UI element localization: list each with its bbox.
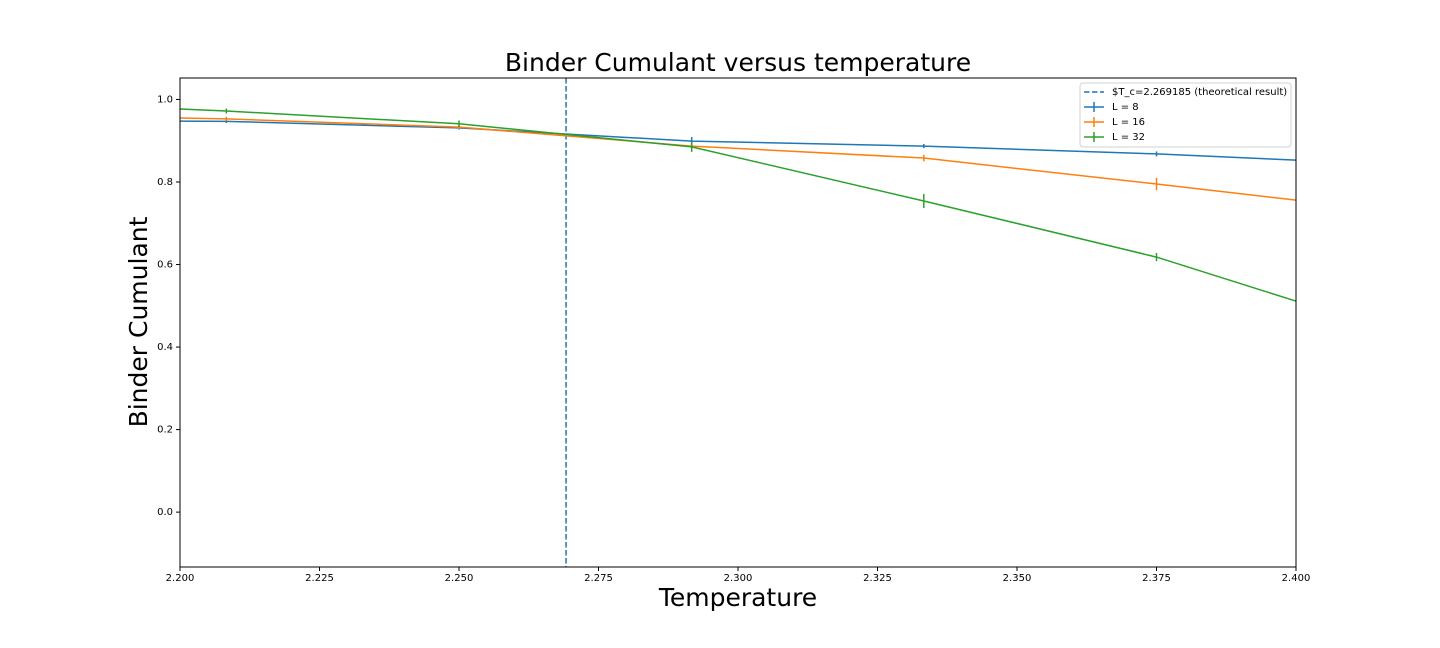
y-tick-label: 0.6 bbox=[157, 260, 173, 271]
legend-label: L = 8 bbox=[1112, 102, 1139, 113]
plot-area bbox=[180, 78, 1296, 567]
y-tick-label: 0.2 bbox=[157, 425, 173, 436]
legend-box bbox=[1079, 82, 1292, 148]
x-tick-label: 2.200 bbox=[166, 573, 195, 584]
y-axis-label: Binder Cumulant bbox=[124, 216, 153, 427]
x-tick-label: 2.400 bbox=[1282, 573, 1311, 584]
y-tick-label: 0.8 bbox=[157, 177, 173, 188]
plot-frame bbox=[179, 77, 1297, 568]
chart-title: Binder Cumulant versus temperature bbox=[505, 48, 971, 77]
legend-label: L = 32 bbox=[1112, 132, 1145, 143]
x-tick-label: 2.275 bbox=[584, 573, 613, 584]
legend-label: L = 16 bbox=[1112, 117, 1145, 128]
x-tick-label: 2.300 bbox=[724, 573, 753, 584]
x-tick-label: 2.250 bbox=[445, 573, 474, 584]
legend-label: $T_c=2.269185 (theoretical result) bbox=[1112, 87, 1287, 98]
x-tick-label: 2.375 bbox=[1142, 573, 1171, 584]
y-tick-label: 0.0 bbox=[157, 507, 173, 518]
x-tick-label: 2.350 bbox=[1003, 573, 1032, 584]
y-tick-label: 0.4 bbox=[157, 342, 173, 353]
x-tick-label: 2.325 bbox=[863, 573, 892, 584]
x-axis-label: Temperature bbox=[658, 583, 817, 612]
x-tick-label: 2.225 bbox=[305, 573, 334, 584]
y-tick-label: 1.0 bbox=[157, 94, 173, 105]
